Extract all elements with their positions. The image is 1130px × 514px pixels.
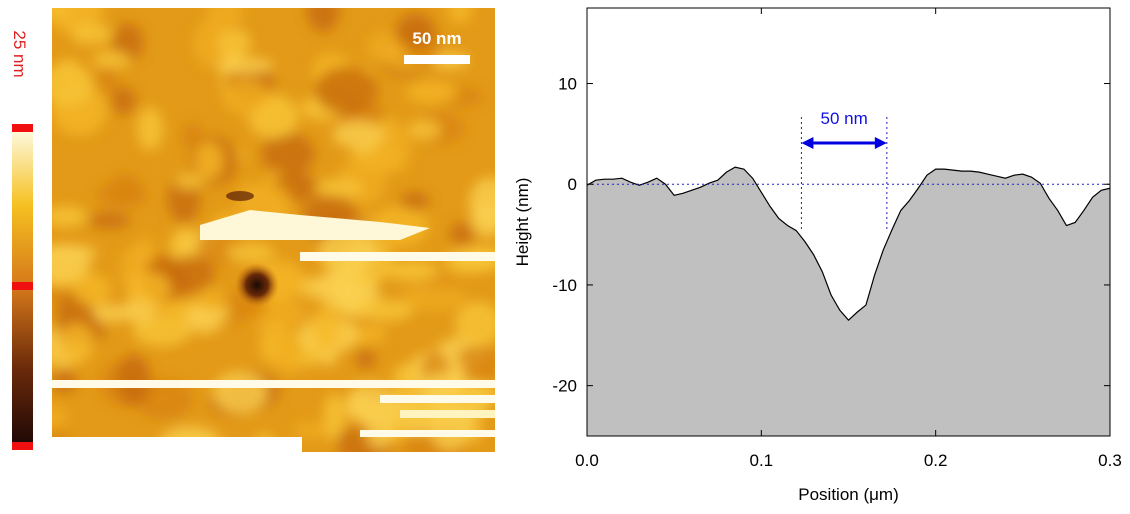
afm-image: 50 nm [52, 8, 495, 452]
profile-line [586, 166, 1111, 322]
plot-frame [586, 7, 1111, 437]
annotation-label: 50 nm [821, 109, 868, 128]
x-axis-label: Position (μm) [798, 485, 898, 504]
scale-bar-label: 50 nm [412, 29, 461, 48]
y-axis-label: Height (nm) [513, 178, 532, 267]
y-tick-label: 0 [568, 175, 577, 194]
colorbar: 25 nm [10, 30, 33, 450]
y-tick-label: -20 [552, 377, 577, 396]
x-tick-label: 0.1 [750, 451, 774, 470]
x-tick-label: 0.2 [924, 451, 948, 470]
y-tick-label: -10 [552, 276, 577, 295]
profile-area [587, 167, 1110, 436]
x-tick-label: 0.3 [1098, 451, 1122, 470]
line-profile: 50 nm 0.0 0.1 0.2 0.3 -20 -10 0 10 Position (μm) H… [513, 7, 1122, 504]
y-tick-label: 10 [558, 75, 577, 94]
colorbar-label: 25 nm [10, 30, 29, 77]
x-tick-label: 0.0 [575, 451, 599, 470]
